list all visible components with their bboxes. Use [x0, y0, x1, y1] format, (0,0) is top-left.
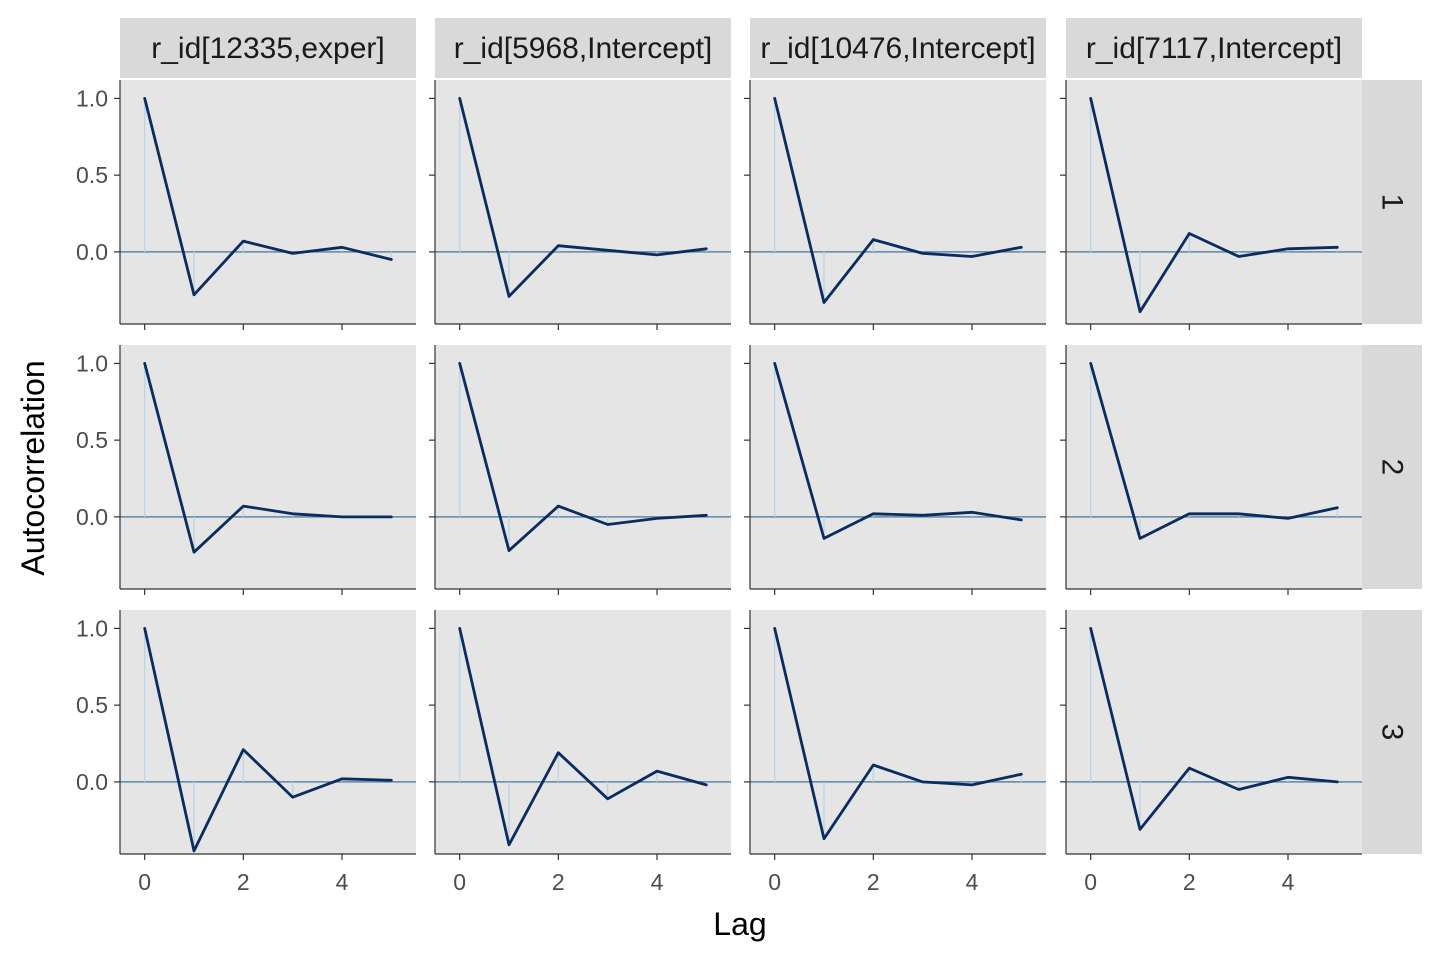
column-strip-label: r_id[7117,Intercept]: [1086, 32, 1342, 65]
acf-line: [1089, 361, 1339, 540]
facet-panel: 0 2 4: [1060, 610, 1362, 895]
column-strip-bg: [435, 18, 731, 78]
panel-background: [1066, 80, 1362, 324]
acf-line: [143, 627, 393, 853]
acf-line: [1089, 627, 1339, 831]
facet-panel: 0.0 0.5 1.0: [76, 80, 416, 330]
x-tick-label: 0: [453, 869, 466, 895]
column-strip-label: r_id[10476,Intercept]: [760, 32, 1035, 65]
facet-panel: [429, 345, 731, 595]
x-tick-label: 4: [651, 869, 664, 895]
y-tick-label: 0.0: [76, 239, 108, 265]
facet-panel: 0.0 0.5 1.0 0 2 4: [76, 610, 416, 895]
y-tick-label: 0.0: [76, 504, 108, 530]
panel-background: [1066, 345, 1362, 589]
acf-line: [143, 97, 393, 297]
column-strip-bg: [750, 18, 1046, 78]
y-tick-label: 1.0: [76, 85, 108, 111]
x-tick-label: 2: [1183, 869, 1196, 895]
y-tick-label: 0.5: [76, 162, 108, 188]
x-tick-label: 4: [966, 869, 979, 895]
x-tick-label: 2: [237, 869, 250, 895]
row-strip: 3: [1362, 610, 1422, 854]
panel-background: [120, 345, 416, 589]
facet-panel: [744, 80, 1046, 330]
row-strip-label: 2: [1376, 459, 1409, 476]
row-strip: 1: [1362, 80, 1422, 324]
y-tick-label: 1.0: [76, 615, 108, 641]
acf-line: [458, 361, 708, 552]
x-tick-label: 4: [1282, 869, 1295, 895]
column-strip: r_id[5968,Intercept]: [435, 18, 731, 78]
row-strip-bg: [1362, 610, 1422, 854]
x-tick-label: 4: [336, 869, 349, 895]
y-axis-title: Autocorrelation: [15, 360, 51, 575]
panel-background: [120, 80, 416, 324]
x-tick-label: 0: [138, 869, 151, 895]
acf-line: [773, 97, 1023, 304]
panel-background: [750, 610, 1046, 854]
acf-line: [143, 361, 393, 554]
panel-background: [1066, 610, 1362, 854]
column-strip: r_id[7117,Intercept]: [1066, 18, 1362, 78]
panel-background: [750, 80, 1046, 324]
panel-background: [750, 345, 1046, 589]
column-strip: r_id[12335,exper]: [120, 18, 416, 78]
column-strip-label: r_id[12335,exper]: [151, 32, 385, 65]
acf-line: [458, 97, 708, 298]
panel-background: [120, 610, 416, 854]
facet-panel: [1060, 345, 1362, 595]
column-strip-bg: [120, 18, 416, 78]
panels-layer: r_id[12335,exper] r_id[5968,Intercept] r_i…: [76, 18, 1422, 895]
row-strip-bg: [1362, 80, 1422, 324]
acf-line: [773, 361, 1023, 540]
y-tick-label: 0.5: [76, 692, 108, 718]
acf-line: [1089, 97, 1339, 314]
x-tick-label: 0: [1084, 869, 1097, 895]
acf-line: [773, 627, 1023, 841]
x-tick-label: 2: [867, 869, 880, 895]
row-strip-label: 1: [1376, 194, 1409, 211]
column-strip-label: r_id[5968,Intercept]: [454, 32, 713, 65]
facet-panel: 0 2 4: [429, 610, 731, 895]
facet-panel: [429, 80, 731, 330]
y-tick-label: 0.5: [76, 427, 108, 453]
row-strip-label: 3: [1376, 724, 1409, 741]
acf-line: [458, 627, 708, 847]
row-strip: 2: [1362, 345, 1422, 589]
facet-panel: 0.0 0.5 1.0: [76, 345, 416, 595]
x-axis-title: Lag: [713, 906, 766, 942]
y-tick-label: 0.0: [76, 769, 108, 795]
column-strip-bg: [1066, 18, 1362, 78]
panel-background: [435, 610, 731, 854]
row-strip-bg: [1362, 345, 1422, 589]
x-tick-label: 0: [768, 869, 781, 895]
facet-panel: 0 2 4: [744, 610, 1046, 895]
facet-panel: [1060, 80, 1362, 330]
column-strip: r_id[10476,Intercept]: [750, 18, 1046, 78]
facet-panel: [744, 345, 1046, 595]
panel-background: [435, 345, 731, 589]
panel-background: [435, 80, 731, 324]
x-tick-label: 2: [552, 869, 565, 895]
y-tick-label: 1.0: [76, 350, 108, 376]
